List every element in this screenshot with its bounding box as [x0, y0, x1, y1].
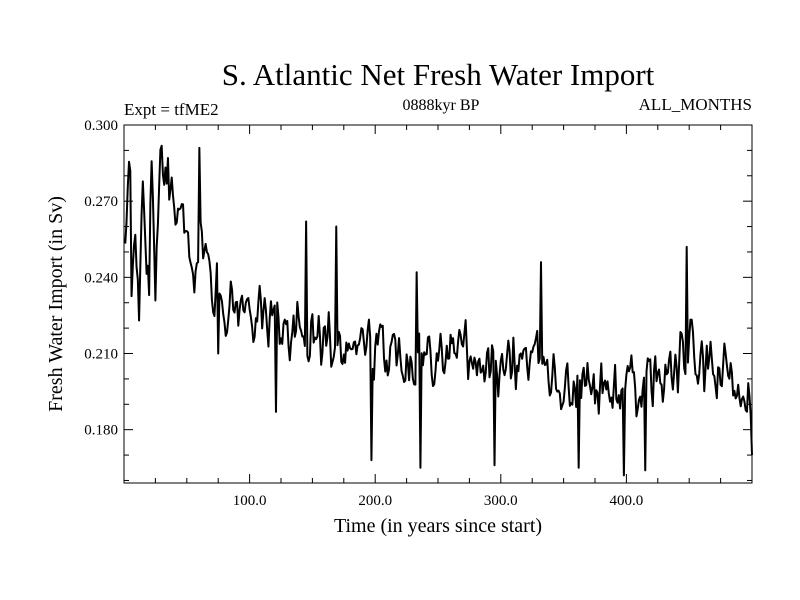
x-tick-label: 300.0 — [484, 493, 518, 509]
experiment-label: Expt = tfME2 — [124, 100, 219, 119]
chart-title: S. Atlantic Net Fresh Water Import — [222, 57, 655, 92]
y-tick-label: 0.180 — [84, 423, 118, 439]
series-line — [124, 144, 753, 477]
y-axis-label: Fresh Water Import (in Sv) — [45, 196, 67, 412]
axis-ticks — [124, 124, 753, 483]
x-axis-label: Time (in years since start) — [334, 515, 542, 537]
x-tick-label: 400.0 — [610, 493, 644, 509]
x-tick-label: 200.0 — [358, 493, 392, 509]
months-label: ALL_MONTHS — [639, 95, 752, 114]
y-tick-label: 0.210 — [84, 347, 118, 363]
y-tick-label: 0.300 — [84, 118, 118, 134]
y-tick-label: 0.240 — [84, 270, 118, 286]
period-label: 0888kyr BP — [403, 97, 480, 114]
x-tick-label: 100.0 — [233, 493, 267, 509]
y-tick-label: 0.270 — [84, 194, 118, 210]
axis-tick-labels: 100.0 200.0 300.0 400.0 0.180 0.210 0.240 0.270… — [84, 118, 643, 509]
